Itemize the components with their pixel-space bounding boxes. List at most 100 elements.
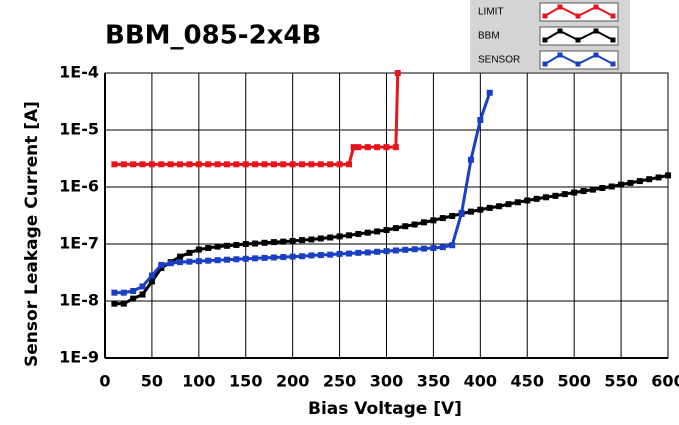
data-point <box>289 161 296 168</box>
x-tick-label: 300 <box>370 372 403 391</box>
data-point <box>458 209 465 216</box>
x-axis-label: Bias Voltage [V] <box>308 399 462 419</box>
data-point <box>571 189 578 196</box>
data-point <box>364 144 371 151</box>
legend-marker <box>557 28 563 34</box>
data-point <box>223 161 230 168</box>
data-point <box>233 242 240 249</box>
data-point <box>411 246 418 253</box>
data-point <box>111 161 118 168</box>
data-point <box>402 223 409 230</box>
x-tick-label: 200 <box>276 372 309 391</box>
data-point <box>618 181 625 188</box>
data-point <box>543 194 550 201</box>
data-point <box>130 295 137 302</box>
y-tick-label: 1E-6 <box>59 177 99 196</box>
legend-marker <box>542 13 548 19</box>
data-point <box>158 261 165 268</box>
data-point <box>289 237 296 244</box>
data-point <box>242 241 249 247</box>
data-point <box>214 243 221 250</box>
x-tick-label: 500 <box>557 372 590 391</box>
data-point <box>223 242 230 249</box>
data-point <box>317 161 324 168</box>
data-point <box>496 203 503 210</box>
data-point <box>167 260 174 267</box>
data-point <box>195 161 202 168</box>
data-point <box>195 258 202 265</box>
legend-label: BBM <box>478 31 500 42</box>
data-point <box>552 192 559 199</box>
data-point <box>148 278 155 285</box>
data-point <box>467 208 474 215</box>
x-tick-label: 150 <box>229 372 262 391</box>
x-tick-label: 100 <box>182 372 215 391</box>
data-point <box>350 144 357 151</box>
chart-title: BBM_085-2x4B <box>105 21 321 51</box>
data-point <box>589 186 596 193</box>
data-point <box>580 188 587 195</box>
data-point <box>148 272 155 279</box>
data-point <box>665 172 671 179</box>
data-point <box>252 255 259 262</box>
data-point <box>327 161 334 168</box>
data-point <box>120 161 127 168</box>
data-point <box>421 245 428 252</box>
x-tick-label: 250 <box>323 372 356 391</box>
data-point <box>655 174 662 181</box>
data-point <box>130 287 137 294</box>
legend-marker <box>542 61 548 67</box>
data-point <box>374 248 381 255</box>
legend-marker <box>593 4 599 10</box>
data-point <box>317 252 324 259</box>
data-point <box>336 161 343 168</box>
data-point <box>270 161 277 168</box>
data-point <box>599 185 606 192</box>
y-axis-label: Sensor Leakage Current [A] <box>22 101 42 367</box>
data-point <box>186 258 193 265</box>
data-point <box>148 161 155 168</box>
data-point <box>355 249 362 256</box>
y-tick-label: 1E-5 <box>59 120 99 139</box>
legend-marker <box>593 28 599 34</box>
data-point <box>261 254 268 261</box>
data-point <box>233 256 240 263</box>
data-point <box>308 236 315 243</box>
data-point <box>336 233 343 240</box>
data-point <box>636 178 643 185</box>
data-point <box>233 161 240 168</box>
data-point <box>223 256 230 263</box>
legend-label: SENSOR <box>478 55 520 66</box>
data-point <box>627 179 634 186</box>
data-point <box>477 206 484 213</box>
data-point <box>374 144 381 151</box>
data-point <box>394 70 401 76</box>
data-point <box>177 259 184 266</box>
legend-marker <box>575 13 581 19</box>
data-point <box>167 161 174 168</box>
data-point <box>308 252 315 259</box>
x-tick-label: 50 <box>141 372 163 391</box>
data-point <box>345 250 352 257</box>
data-point <box>449 212 456 219</box>
data-point <box>299 253 306 260</box>
data-point <box>120 289 127 296</box>
data-point <box>486 89 493 96</box>
x-tick-label: 600 <box>651 372 679 391</box>
data-point <box>252 161 259 168</box>
data-point <box>120 300 127 307</box>
data-point <box>430 245 437 252</box>
data-point <box>130 161 137 168</box>
data-point <box>280 161 287 168</box>
data-point <box>186 249 193 256</box>
legend-marker <box>575 37 581 43</box>
data-point <box>280 254 287 261</box>
x-tick-label: 400 <box>464 372 497 391</box>
legend-marker <box>575 61 581 67</box>
data-point <box>383 248 390 255</box>
data-point <box>214 161 221 168</box>
data-point <box>139 291 146 298</box>
data-point <box>439 215 446 222</box>
data-point <box>477 116 484 123</box>
